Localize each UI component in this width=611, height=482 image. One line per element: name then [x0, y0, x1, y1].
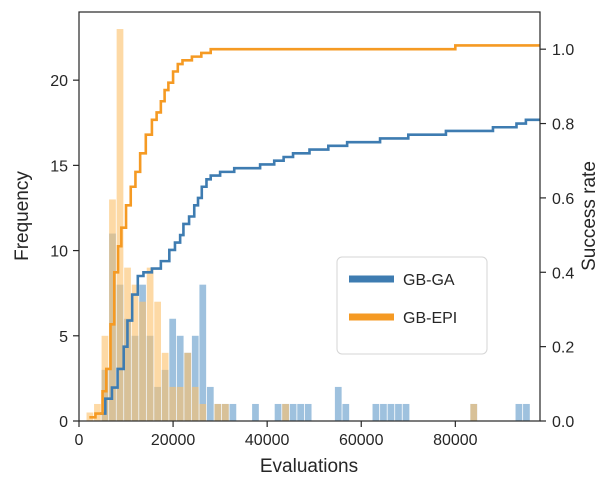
hist-bar-gb-epi [176, 386, 184, 421]
hist-bar-gb-epi [470, 403, 478, 421]
hist-bar-gb-epi [282, 403, 289, 421]
hist-bar-gb-ga [380, 403, 387, 421]
x-axis-title: Evaluations [260, 456, 358, 477]
hist-bar-gb-ga [372, 403, 380, 421]
hist-bar-gb-ga [206, 386, 214, 421]
y-tick-label: 0 [59, 414, 68, 431]
hist-bar-gb-ga [252, 403, 259, 421]
hist-bar-gb-ga [191, 335, 199, 421]
hist-bar-gb-ga [334, 386, 342, 421]
hist-bar-gb-epi [116, 29, 124, 421]
hist-bar-gb-epi [101, 335, 109, 421]
y-tick-label: 10 [50, 244, 68, 261]
hist-bar-gb-ga [199, 284, 207, 421]
hist-bar-gb-ga [515, 403, 523, 421]
y-axis-title: Frequency [12, 171, 33, 261]
hist-bar-gb-epi [191, 386, 199, 421]
y2-tick-label: 0.8 [552, 117, 574, 134]
hist-bar-gb-ga [387, 403, 395, 421]
axes [78, 11, 541, 422]
legend: GB-GA GB-EPI [336, 256, 488, 355]
hist-bar-gb-epi [199, 403, 207, 421]
y-tick-label: 20 [50, 73, 68, 90]
x-tick-label: 60000 [339, 432, 384, 449]
hist-bar-gb-ga [523, 403, 530, 421]
y-tick-label: 15 [50, 158, 68, 175]
y2-tick-label: 1.0 [552, 42, 574, 59]
histogram-layer [86, 29, 530, 422]
hist-bar-gb-epi [139, 301, 146, 421]
hist-bar-gb-epi [154, 301, 161, 421]
hist-bar-gb-epi [161, 352, 169, 421]
hist-bar-gb-epi [222, 403, 229, 421]
hist-bar-gb-ga [289, 403, 297, 421]
hist-bar-gb-ga [176, 335, 184, 421]
hist-bar-gb-ga [402, 403, 410, 421]
hist-bar-gb-epi [109, 199, 116, 421]
hist-bar-gb-ga [274, 403, 282, 421]
y2-tick-label: 0.0 [552, 414, 574, 431]
hist-bar-gb-epi [131, 284, 139, 421]
hist-bar-gb-ga [342, 403, 350, 421]
hist-bar-gb-ga [395, 403, 402, 421]
y2-tick-label: 0.6 [552, 191, 574, 208]
hist-bar-gb-epi [146, 267, 154, 422]
y2-axis-title: Success rate [579, 161, 600, 271]
hist-bar-gb-ga [304, 403, 312, 421]
legend-label-gb-epi: GB-EPI [403, 310, 457, 327]
x-tick-label: 40000 [245, 432, 290, 449]
hist-bar-gb-epi [214, 403, 222, 421]
success-line-gb-epi [89, 44, 540, 419]
plot-frame [78, 11, 541, 422]
success-line-gb-ga [100, 118, 540, 415]
x-tick-label: 0 [75, 432, 84, 449]
legend-label-gb-ga: GB-GA [403, 272, 455, 289]
hist-bar-gb-ga [229, 403, 237, 421]
hist-bar-gb-ga [169, 318, 177, 421]
hist-bar-gb-epi [169, 386, 177, 421]
x-tick-label: 20000 [151, 432, 196, 449]
y2-tick-label: 0.2 [552, 340, 574, 357]
tick-layer: 0 20000 40000 60000 80000 0 5 10 15 20 0.0 0.2 0.4 0.… [50, 42, 574, 449]
x-tick-label: 80000 [433, 432, 478, 449]
hist-bar-gb-ga [297, 403, 304, 421]
y-tick-label: 5 [59, 329, 68, 346]
y2-tick-label: 0.4 [552, 265, 574, 282]
success-rate-lines [89, 44, 540, 419]
hist-bar-gb-epi [184, 352, 192, 421]
